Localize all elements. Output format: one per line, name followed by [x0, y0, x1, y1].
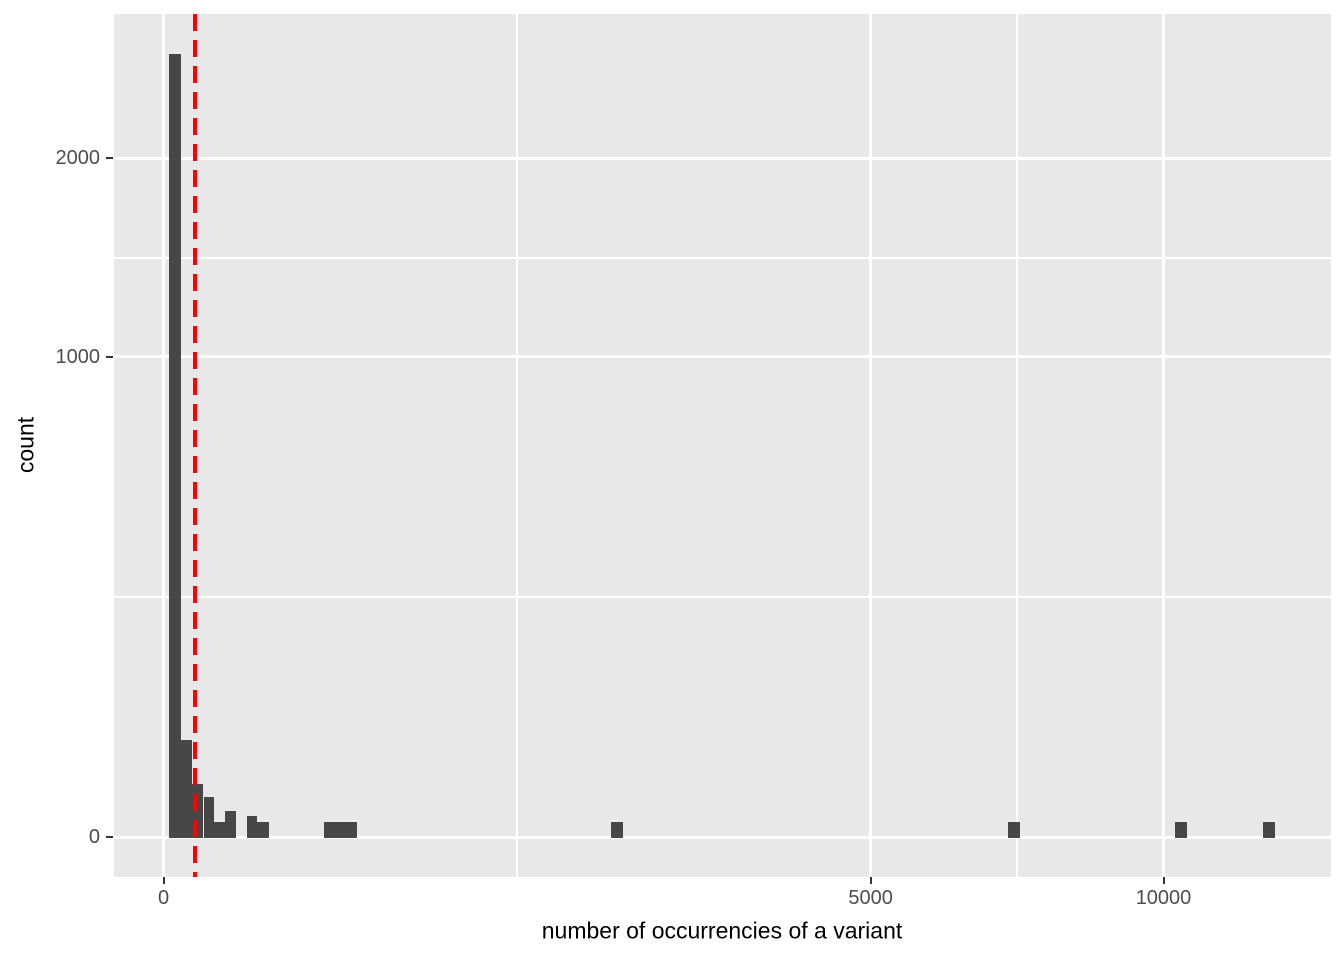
x-tick-label: 0	[157, 887, 170, 909]
histogram-bar	[1263, 821, 1276, 839]
gridline-major-vertical	[869, 14, 873, 877]
y-tick-label: 1000	[55, 345, 101, 368]
histogram-bar	[1174, 821, 1188, 839]
x-tick-mark	[162, 877, 165, 884]
gridline-minor-vertical	[516, 14, 519, 877]
histogram-bar	[168, 54, 181, 839]
x-axis-title: number of occurrencies of a variant	[541, 917, 903, 944]
y-tick-mark	[106, 157, 113, 160]
histogram-bar	[203, 796, 215, 839]
y-tick-label: 2000	[55, 147, 101, 170]
plot-panel	[114, 14, 1331, 877]
gridline-minor-vertical	[1016, 14, 1019, 877]
threshold-vline	[193, 14, 198, 877]
histogram-bar	[180, 739, 192, 839]
x-tick-mark	[869, 877, 872, 884]
gridline-major-horizontal	[114, 835, 1331, 839]
gridline-major-vertical	[162, 14, 165, 877]
y-tick-label: 0	[88, 826, 100, 848]
histogram-bar	[1008, 821, 1020, 839]
y-tick-mark	[106, 355, 113, 358]
gridline-major-vertical	[1162, 14, 1165, 877]
gridline-minor-horizontal	[114, 256, 1331, 259]
x-tick-label: 5000	[848, 887, 893, 909]
x-tick-mark	[1162, 877, 1165, 884]
gridline-major-horizontal	[114, 156, 1331, 160]
histogram-bar	[257, 821, 269, 839]
histogram-bar	[191, 784, 204, 839]
histogram-bar	[247, 815, 258, 839]
histogram-bar	[214, 821, 226, 839]
y-axis-title: count	[12, 416, 39, 474]
gridline-minor-horizontal	[114, 595, 1331, 598]
gridline-major-horizontal	[114, 355, 1331, 359]
histogram-bar	[225, 810, 237, 839]
histogram-bar	[324, 821, 358, 839]
y-tick-mark	[106, 836, 113, 838]
x-tick-label: 10000	[1135, 887, 1192, 909]
histogram-bar	[611, 821, 624, 839]
